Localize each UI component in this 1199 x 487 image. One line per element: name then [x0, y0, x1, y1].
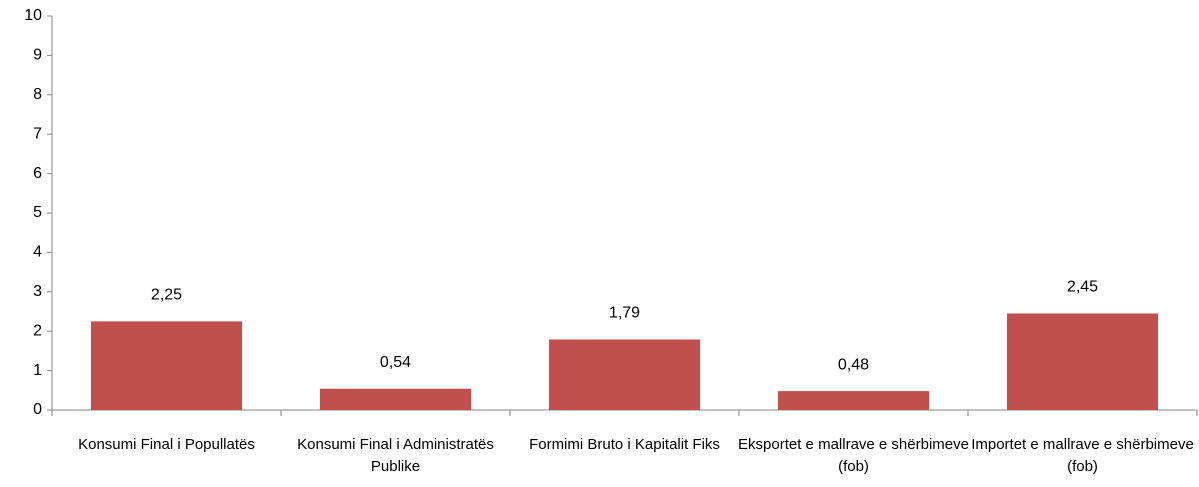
x-tick-label: Importet e mallrave e shërbimeve (fob): [971, 436, 1194, 475]
bar: [90, 321, 243, 410]
y-tick-label: 0: [33, 401, 42, 418]
y-tick-label: 8: [33, 86, 42, 103]
x-tick-label: Formimi Bruto i Kapitalit Fiks: [529, 436, 720, 453]
y-tick-label: 10: [24, 7, 42, 24]
y-tick-label: 4: [33, 244, 42, 261]
y-tick-label: 2: [33, 322, 42, 339]
bar: [548, 339, 701, 410]
x-tick-label: Eksportet e mallrave e shërbimeve (fob): [738, 436, 969, 475]
y-tick-label: 9: [33, 47, 42, 64]
bar: [1006, 313, 1159, 410]
data-label: 2,45: [1067, 279, 1098, 296]
data-label: 1,79: [609, 305, 640, 322]
bar: [319, 388, 472, 410]
y-tick-label: 6: [33, 165, 42, 182]
data-label: 2,25: [151, 287, 182, 304]
y-tick-label: 3: [33, 283, 42, 300]
data-label: 0,54: [380, 354, 411, 371]
x-tick-label: Konsumi Final i Administratës Publike: [297, 436, 494, 475]
y-tick-label: 1: [33, 362, 42, 379]
y-tick-label: 5: [33, 204, 42, 221]
x-tick-label: Konsumi Final i Popullatës: [78, 436, 255, 453]
y-tick-label: 7: [33, 125, 42, 142]
data-label: 0,48: [838, 356, 869, 373]
bar: [777, 391, 930, 410]
